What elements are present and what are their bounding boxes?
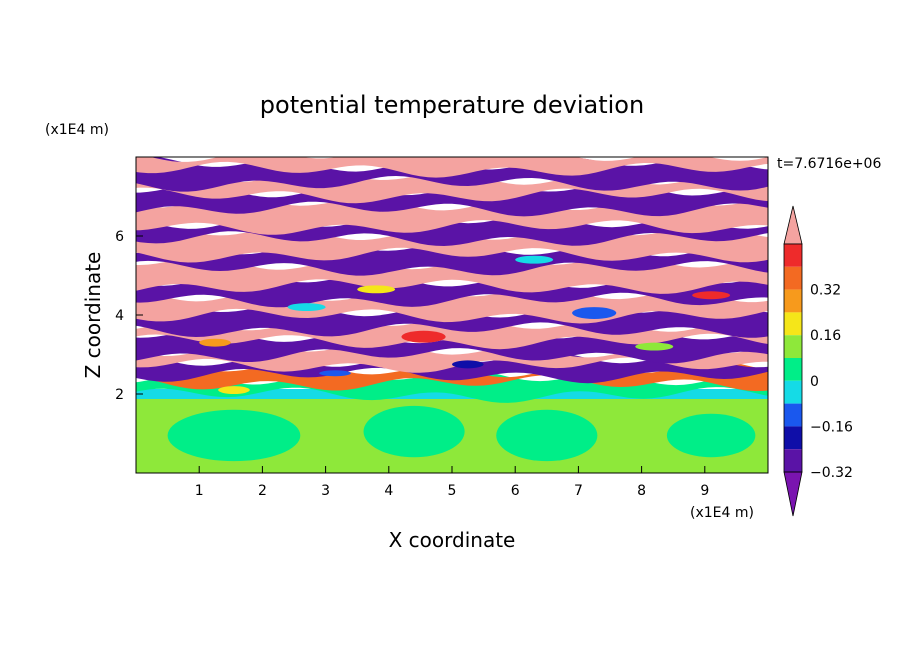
colorbar-segment: [784, 244, 802, 267]
contour-patch: [199, 338, 231, 347]
contour-patch: [401, 330, 446, 343]
colorbar-segment: [784, 335, 802, 358]
contour-patch: [167, 409, 301, 462]
contour-patch: [572, 307, 617, 319]
colorbar-segment: [784, 289, 802, 313]
contour-band: [136, 157, 768, 178]
contour-patch: [666, 413, 756, 458]
z-axis-label: Z coordinate: [81, 252, 105, 379]
z-tick-label: 2: [115, 387, 124, 403]
chart-title: potential temperature deviation: [260, 91, 644, 119]
contour-patch: [515, 255, 554, 264]
contour-patch: [218, 386, 250, 394]
colorbar-frame: [783, 243, 803, 473]
x-tick-label: 9: [700, 483, 709, 499]
colorbar-segment: [784, 312, 802, 336]
x-tick-label: 1: [195, 483, 204, 499]
x-axis-label: X coordinate: [389, 528, 516, 552]
contour-patch: [692, 291, 731, 300]
contour-patch: [357, 285, 396, 294]
colorbar-segment: [784, 380, 802, 404]
z-tick-label: 6: [115, 229, 124, 245]
colorbar-segment: [784, 403, 802, 427]
colorbar-label: 0.16: [810, 328, 841, 344]
x-tick-label: 6: [511, 483, 520, 499]
contour-patch: [635, 342, 674, 351]
contour-patch: [287, 303, 326, 312]
time-label: t=7.6716e+06: [777, 156, 881, 172]
colorbar-segment: [784, 358, 802, 381]
contour-band: [136, 342, 768, 373]
colorbar: 0.32 0.16 0 −0.16 −0.32: [783, 205, 853, 517]
colorbar-top-arrow: [783, 205, 803, 245]
z-axis: 2 4 6: [115, 229, 143, 403]
contour-patch: [363, 405, 465, 458]
x-tick-label: 5: [448, 483, 457, 499]
colorbar-bottom-arrow: [783, 471, 803, 517]
x-tick-label: 2: [258, 483, 267, 499]
x-tick-label: 3: [321, 483, 330, 499]
x-unit-label: (x1E4 m): [690, 505, 754, 521]
z-unit-label: (x1E4 m): [45, 122, 109, 138]
colorbar-label: 0.32: [810, 283, 841, 299]
colorbar-label: 0: [810, 374, 819, 390]
contour-band: [136, 214, 768, 246]
colorbar-segment: [784, 426, 802, 450]
x-axis: 1 2 3 4 5 6 7 8 9: [195, 466, 709, 499]
contour-patch: [319, 370, 351, 377]
z-tick-label: 4: [115, 308, 124, 324]
x-tick-label: 8: [637, 483, 646, 499]
x-tick-label: 7: [574, 483, 583, 499]
colorbar-segment: [784, 449, 802, 472]
plot-area: [136, 157, 768, 473]
colorbar-label: −0.32: [810, 465, 853, 481]
contour-patch: [496, 409, 598, 462]
colorbar-segment: [784, 266, 802, 290]
contour-patch: [452, 360, 484, 369]
colorbar-label: −0.16: [810, 419, 853, 435]
x-tick-label: 4: [384, 483, 393, 499]
